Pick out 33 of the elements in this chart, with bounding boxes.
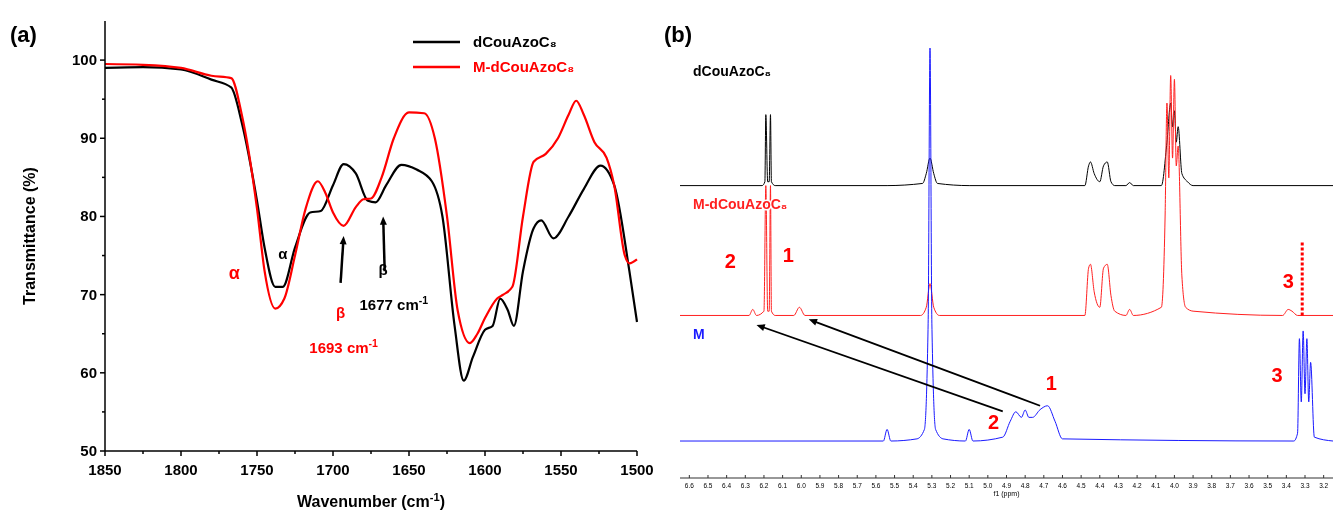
annotation: 2 [724, 250, 736, 273]
x-tick-label: 1500 [620, 461, 654, 478]
text: dCouAzoC₈ [693, 62, 772, 79]
x-tick-label: 1750 [240, 461, 274, 478]
legend-label: dCouAzoC₈ [473, 33, 557, 50]
annotation: α [228, 263, 240, 283]
chart-title: (b) [664, 22, 693, 47]
x-tick-label: 1800 [164, 461, 198, 478]
annotation: 1 [782, 244, 794, 267]
annotation: 1693 cm$^{-1}$ [309, 337, 379, 357]
annotation: 1677 cm$^{-1}$ [359, 294, 429, 314]
x-tick-label: 1700 [316, 461, 350, 478]
x-tick-label: 1550 [544, 461, 578, 478]
text: M [693, 326, 705, 343]
y-tick-label: 60 [80, 363, 97, 381]
annotation: 2 [987, 411, 999, 434]
annotation: 3 [1271, 364, 1283, 387]
x-tick-label: 1850 [88, 461, 122, 478]
x-tick-label: 1650 [392, 461, 426, 478]
y-tick-label: 50 [80, 442, 97, 459]
y-axis-title: Transmittance (%) [21, 167, 38, 305]
annotation: α [278, 245, 289, 263]
x-tick-label: 1600 [468, 461, 502, 478]
chart-title: (a) [10, 22, 37, 47]
y-tick-label: 80 [80, 207, 97, 225]
y-tick-label: 90 [80, 129, 97, 147]
y-tick-label: 100 [71, 51, 97, 69]
annotation: β [336, 304, 346, 322]
annotation: 3 [1282, 269, 1294, 292]
x-axis-title: Wavenumber (cm$^{-1}$) [296, 491, 446, 510]
y-tick-label: 70 [80, 285, 97, 303]
legend-label: M-dCouAzoC₈ [473, 58, 575, 75]
annotation: 1 [1045, 371, 1057, 394]
